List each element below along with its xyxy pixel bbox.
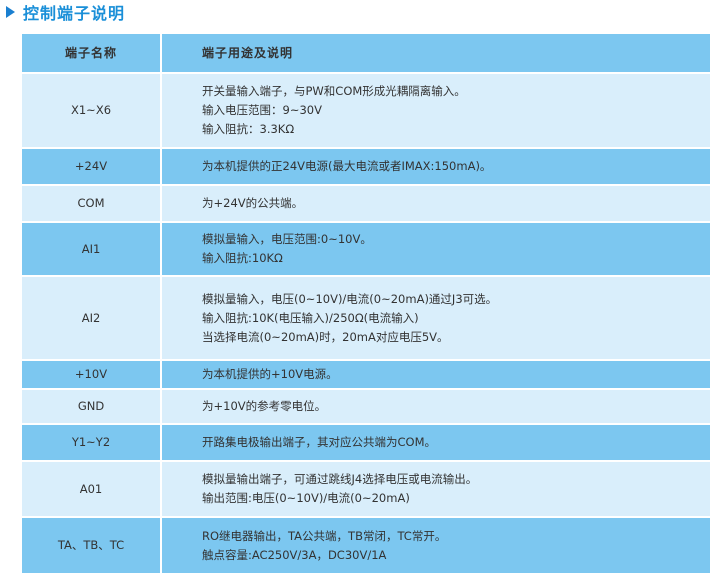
triangle-bullet-icon: [6, 6, 15, 18]
table-header: 端子名称 端子用途及说明: [22, 34, 710, 74]
terminal-description: 为本机提供的正24V电源(最大电流或者IMAX:150mA)。: [161, 148, 710, 186]
description-line: 触点容量:AC250V/3A，DC30V/1A: [202, 547, 387, 562]
description-line: 输出范围:电压(0~10V)/电流(0~20mA): [202, 491, 410, 505]
table-row: X1~X6 开关量输入端子，与PW和COM形成光耦隔离输入。 输入电压范围：9~30…: [22, 73, 710, 149]
table-row: Y1~Y2 开路集电极输出端子，其对应公共端为COM。: [22, 424, 710, 462]
header-description: 端子用途及说明: [161, 34, 710, 74]
terminal-description: 开路集电极输出端子，其对应公共端为COM。: [161, 424, 710, 462]
table-row: GND 为+10V的参考零电位。: [22, 389, 710, 425]
terminal-description: 开关量输入端子，与PW和COM形成光耦隔离输入。 输入电压范围：9~30V 输入阻抗…: [161, 73, 710, 149]
section-title: 控制端子说明: [6, 1, 125, 23]
terminal-name: AI1: [22, 222, 162, 277]
terminal-name: +24V: [22, 148, 162, 186]
description-line: 输入阻抗:10K(电压输入)/250Ω(电流输入): [202, 310, 419, 325]
description-line: 模拟量输入，电压范围:0~10V。: [202, 232, 372, 246]
description-line: 当选择电流(0~20mA)时，20mA对应电压5V。: [202, 329, 449, 344]
section-title-text: 控制端子说明: [23, 4, 126, 23]
description-line: 为本机提供的正24V电源(最大电流或者IMAX:150mA)。: [202, 159, 492, 173]
description-line: 为+24V的公共端。: [202, 196, 304, 210]
terminal-name: AI2: [22, 276, 162, 361]
description-line: 模拟量输入，电压(0~10V)/电流(0~20mA)通过J3可选。: [202, 291, 498, 306]
terminal-name: TA、TB、TC: [22, 517, 162, 575]
description-line: 开关量输入端子，与PW和COM形成光耦隔离输入。: [202, 84, 466, 98]
header-terminal-name: 端子名称: [22, 34, 162, 74]
terminal-description: 模拟量输出端子，可通过跳线J4选择电压或电流输出。 输出范围:电压(0~10V)/…: [161, 461, 710, 518]
terminal-name: COM: [22, 185, 162, 223]
terminal-table: 端子名称 端子用途及说明 X1~X6 开关量输入端子，与PW和COM形成光耦隔离输…: [22, 34, 710, 575]
terminal-name: Y1~Y2: [22, 424, 162, 462]
table-row: +24V 为本机提供的正24V电源(最大电流或者IMAX:150mA)。: [22, 148, 710, 186]
table-row: TA、TB、TC RO继电器输出，TA公共端，TB常闭，TC常开。 触点容量:AC2…: [22, 517, 710, 575]
terminal-name: GND: [22, 389, 162, 425]
description-line: 模拟量输出端子，可通过跳线J4选择电压或电流输出。: [202, 472, 478, 486]
table-row: COM 为+24V的公共端。: [22, 185, 710, 223]
table-row: AI1 模拟量输入，电压范围:0~10V。 输入阻抗:10KΩ: [22, 222, 710, 277]
terminal-name: X1~X6: [22, 73, 162, 149]
table-row: AI2 模拟量输入，电压(0~10V)/电流(0~20mA)通过J3可选。 输入阻抗…: [22, 276, 710, 361]
description-line: 输入电压范围：9~30V: [202, 103, 322, 117]
description-line: 为本机提供的+10V电源。: [202, 367, 338, 381]
table-row: +10V 为本机提供的+10V电源。: [22, 360, 710, 390]
terminal-description: 为+10V的参考零电位。: [161, 389, 710, 425]
terminal-description: 模拟量输入，电压范围:0~10V。 输入阻抗:10KΩ: [161, 222, 710, 277]
terminal-name: +10V: [22, 360, 162, 390]
description-line: RO继电器输出，TA公共端，TB常闭，TC常开。: [202, 528, 447, 543]
terminal-description: 为+24V的公共端。: [161, 185, 710, 223]
terminal-description: 为本机提供的+10V电源。: [161, 360, 710, 390]
description-line: 开路集电极输出端子，其对应公共端为COM。: [202, 435, 437, 449]
terminal-description: 模拟量输入，电压(0~10V)/电流(0~20mA)通过J3可选。 输入阻抗:10…: [161, 276, 710, 361]
description-line: 为+10V的参考零电位。: [202, 399, 327, 413]
description-line: 输入阻抗：3.3KΩ: [202, 122, 295, 136]
table-row: A01 模拟量输出端子，可通过跳线J4选择电压或电流输出。 输出范围:电压(0~10…: [22, 461, 710, 518]
terminal-description: RO继电器输出，TA公共端，TB常闭，TC常开。 触点容量:AC250V/3A，D…: [161, 517, 710, 575]
description-line: 输入阻抗:10KΩ: [202, 251, 283, 265]
terminal-name: A01: [22, 461, 162, 518]
